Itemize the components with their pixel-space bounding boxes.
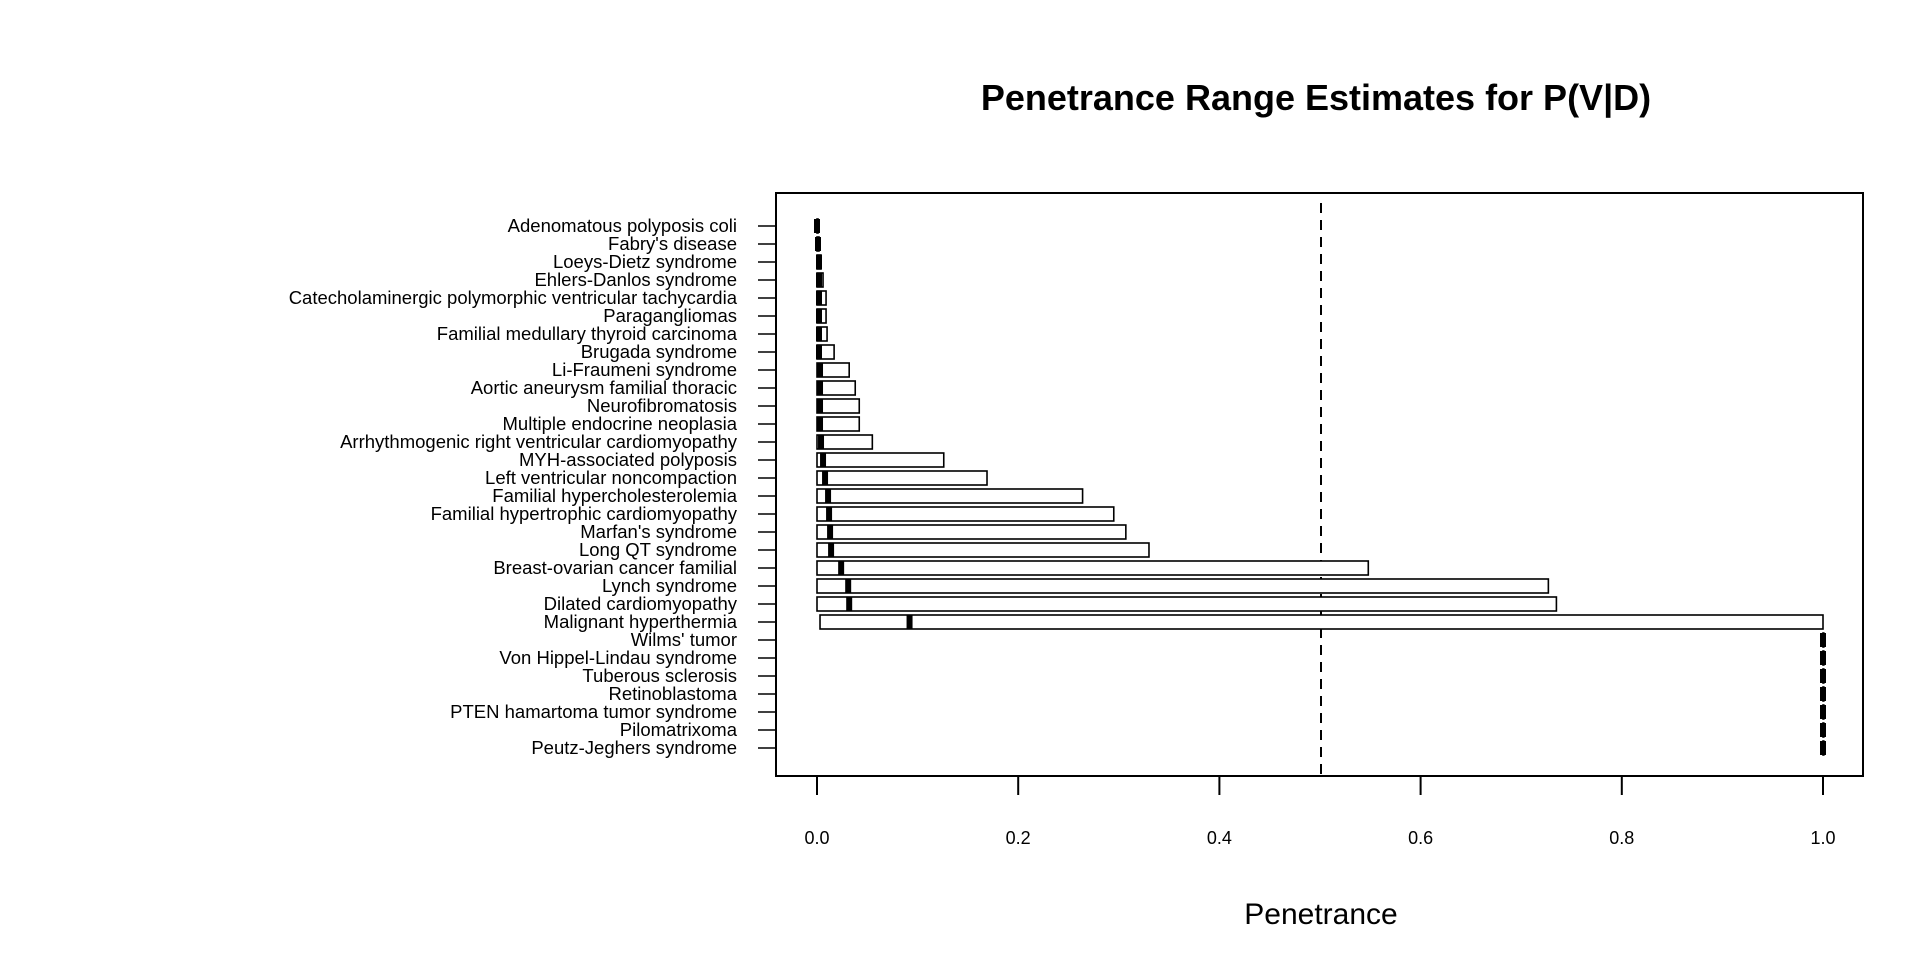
range-bar: [816, 416, 861, 432]
x-axis-label: Penetrance: [1244, 898, 1397, 931]
x-tick-label: 0.4: [1207, 828, 1232, 848]
category-label: Catecholaminergic polymorphic ventricula…: [289, 287, 738, 308]
category-label: Marfan's syndrome: [580, 521, 737, 542]
range-bar: [819, 614, 1824, 630]
range-bar: [816, 452, 945, 468]
x-axis: 0.0 0.2 0.4 0.6 0.8 1.0: [804, 775, 1836, 848]
category-label: Malignant hyperthermia: [544, 611, 738, 632]
range-bar: [816, 596, 1558, 612]
bars-group: [814, 218, 1826, 756]
x-tick-label: 1.0: [1810, 828, 1835, 848]
category-label: Long QT syndrome: [579, 539, 737, 560]
x-tick-label: 0.0: [804, 828, 829, 848]
category-label: Von Hippel-Lindau syndrome: [499, 647, 737, 668]
category-label: PTEN hamartoma tumor syndrome: [450, 701, 737, 722]
category-label: Wilms' tumor: [631, 629, 737, 650]
category-label: Breast-ovarian cancer familial: [493, 557, 737, 578]
range-bar: [816, 434, 874, 450]
category-label: Adenomatous polyposis coli: [508, 215, 737, 236]
category-label: Lynch syndrome: [602, 575, 737, 596]
x-tick-label: 0.8: [1609, 828, 1634, 848]
category-label: Familial hypercholesterolemia: [492, 485, 737, 506]
range-bar: [816, 560, 1370, 576]
range-bar: [816, 470, 988, 486]
x-tick-label: 0.2: [1006, 828, 1031, 848]
category-label: Li-Fraumeni syndrome: [552, 359, 737, 380]
category-label: Aortic aneurysm familial thoracic: [471, 377, 737, 398]
category-label: Retinoblastoma: [608, 683, 737, 704]
category-label: Neurofibromatosis: [587, 395, 737, 416]
category-label: Ehlers-Danlos syndrome: [534, 269, 737, 290]
range-bar: [816, 488, 1084, 504]
category-label: Multiple endocrine neoplasia: [503, 413, 738, 434]
category-label: Pilomatrixoma: [620, 719, 738, 740]
chart-title: Penetrance Range Estimates for P(V|D): [981, 77, 1651, 119]
category-label: Left ventricular noncompaction: [485, 467, 737, 488]
category-label: Fabry's disease: [608, 233, 737, 254]
range-bar: [816, 362, 850, 378]
category-label: Dilated cardiomyopathy: [544, 593, 738, 614]
category-label: Tuberous sclerosis: [582, 665, 737, 686]
range-bar: [816, 524, 1127, 540]
category-label: Paragangliomas: [603, 305, 737, 326]
category-label: Brugada syndrome: [581, 341, 737, 362]
category-label: MYH-associated polyposis: [519, 449, 737, 470]
category-label: Arrhythmogenic right ventricular cardiom…: [340, 431, 738, 452]
category-label: Loeys-Dietz syndrome: [553, 251, 737, 272]
category-label: Peutz-Jeghers syndrome: [531, 737, 737, 758]
x-tick-label: 0.6: [1408, 828, 1433, 848]
category-label: Familial medullary thyroid carcinoma: [437, 323, 738, 344]
range-bar: [816, 506, 1115, 522]
category-label: Familial hypertrophic cardiomyopathy: [431, 503, 738, 524]
range-bar: [816, 578, 1550, 594]
range-bar: [816, 380, 857, 396]
range-bar: [816, 542, 1150, 558]
range-bar: [816, 398, 861, 414]
